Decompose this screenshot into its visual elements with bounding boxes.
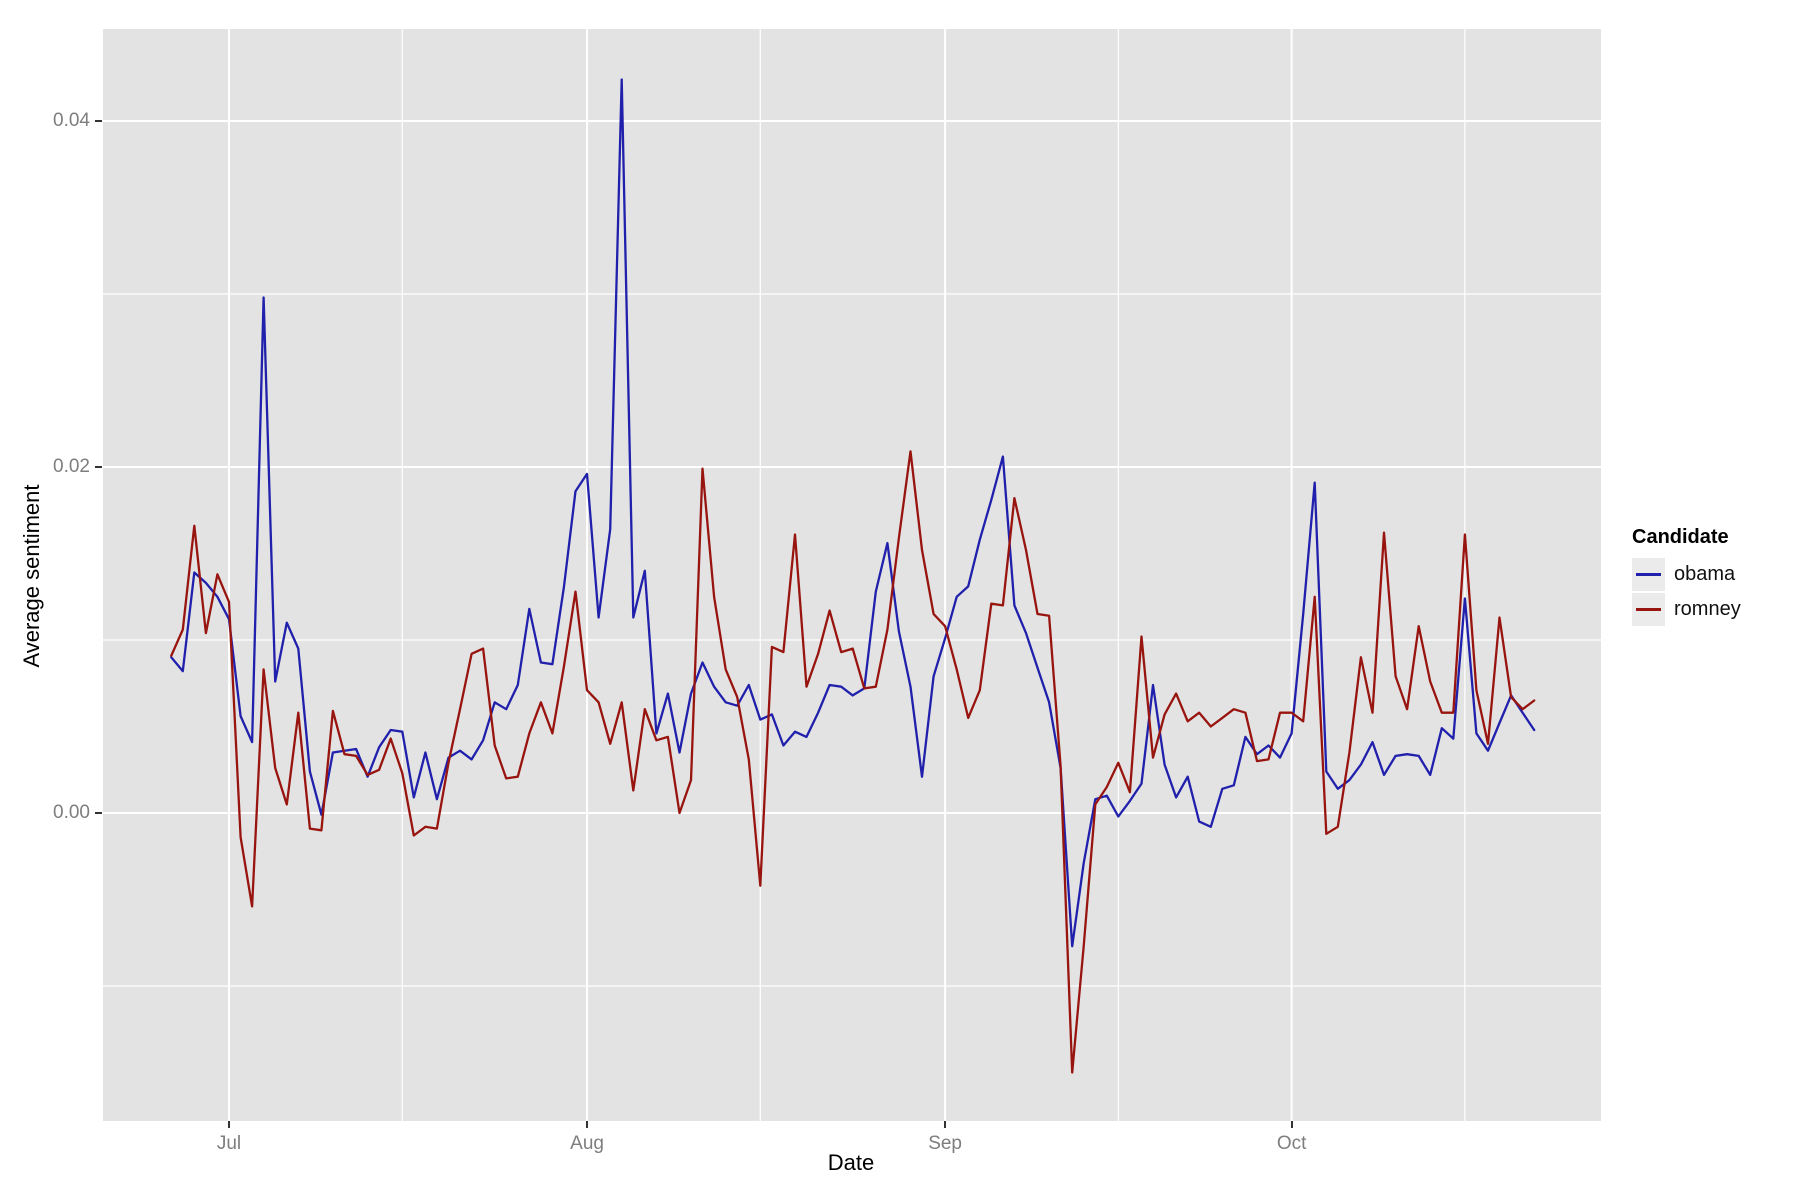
y-tick-mark bbox=[95, 466, 102, 468]
x-axis-title: Date bbox=[827, 1150, 875, 1175]
legend: Candidate obama romney bbox=[1632, 526, 1741, 628]
legend-item-romney: romney bbox=[1632, 593, 1741, 626]
romney-line-swatch bbox=[1636, 608, 1661, 611]
y-tick-label: 0.00 bbox=[53, 802, 90, 823]
x-tick-label: Aug bbox=[570, 1133, 604, 1154]
legend-title: Candidate bbox=[1632, 526, 1729, 548]
romney-line bbox=[170, 450, 1536, 1074]
plot-lines-svg bbox=[103, 29, 1601, 1121]
x-tick-mark bbox=[944, 1121, 947, 1128]
legend-key-romney bbox=[1632, 593, 1665, 626]
y-tick-mark bbox=[95, 120, 102, 122]
obama-line bbox=[170, 78, 1536, 948]
y-tick-label: 0.02 bbox=[53, 456, 90, 477]
x-tick-mark bbox=[1290, 1121, 1293, 1128]
x-tick-mark bbox=[228, 1121, 230, 1128]
obama-line-swatch bbox=[1636, 573, 1661, 576]
y-tick-mark bbox=[95, 812, 102, 814]
legend-item-obama: obama bbox=[1632, 558, 1741, 591]
legend-key-obama bbox=[1632, 558, 1665, 591]
legend-label-obama: obama bbox=[1674, 563, 1736, 585]
x-tick-label: Oct bbox=[1276, 1133, 1307, 1154]
x-tick-label: Sep bbox=[928, 1133, 962, 1154]
y-tick-label: 0.04 bbox=[53, 110, 90, 131]
plot-panel bbox=[103, 29, 1601, 1121]
y-axis-title: Average sentiment bbox=[19, 484, 44, 668]
x-tick-label: Jul bbox=[216, 1133, 242, 1154]
legend-label-romney: romney bbox=[1674, 598, 1741, 620]
x-tick-mark bbox=[586, 1121, 589, 1128]
